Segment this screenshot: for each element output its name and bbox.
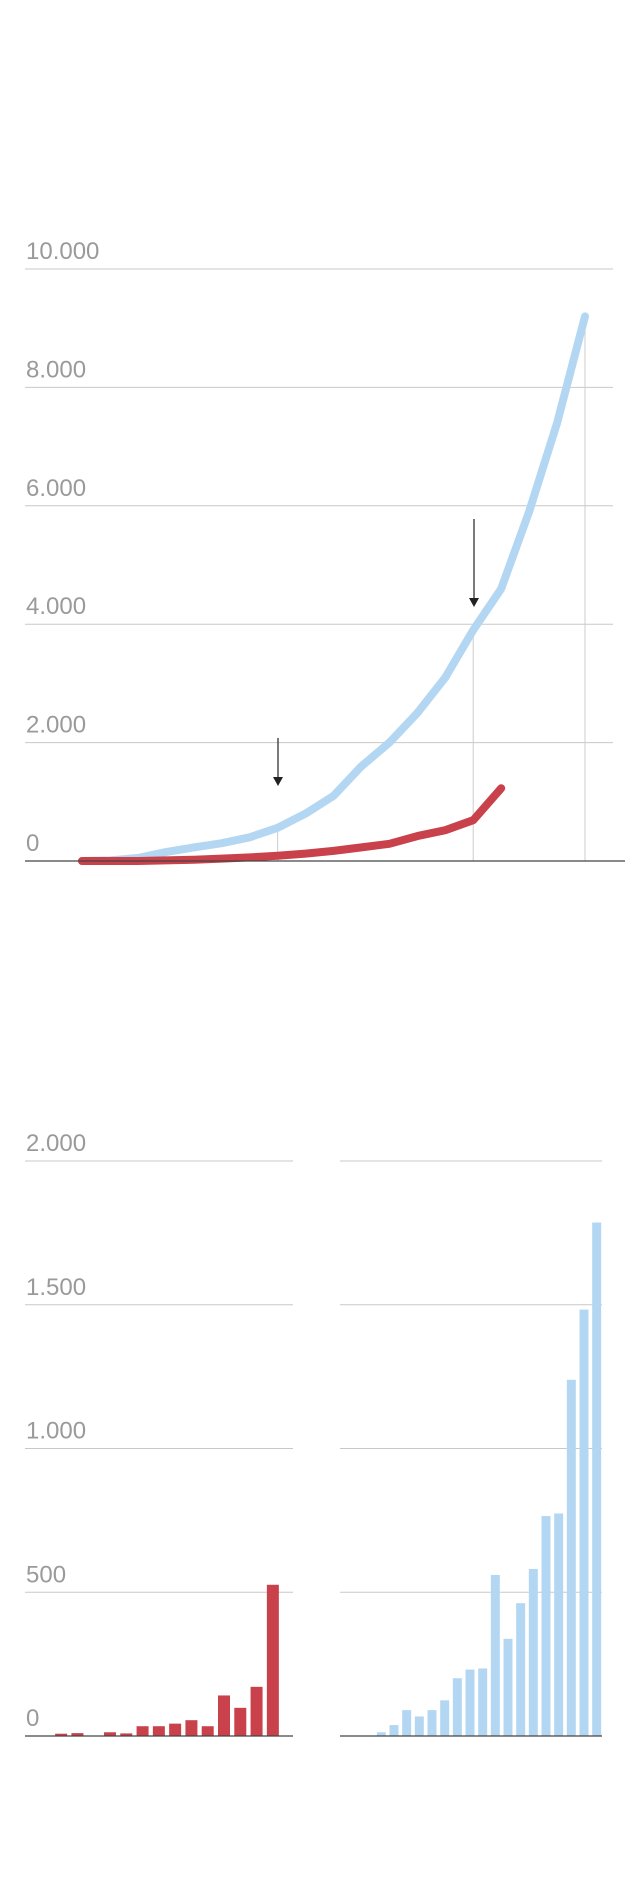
bar <box>554 1513 564 1736</box>
bar <box>402 1710 412 1736</box>
bar <box>452 1678 462 1736</box>
y-tick-label: 2.000 <box>26 1130 86 1157</box>
arrow-head <box>273 777 283 786</box>
y-tick-label: 6.000 <box>26 475 86 502</box>
bar <box>528 1568 538 1736</box>
bar <box>478 1668 488 1736</box>
y-tick-label: 8.000 <box>26 356 86 383</box>
arrow-head <box>469 598 479 607</box>
bar <box>120 1733 133 1736</box>
bar <box>266 1584 279 1736</box>
y-tick-label: 0 <box>26 830 39 857</box>
line-chart: 0 2.000 4.000 6.000 8.000 10.000 <box>25 238 625 865</box>
bar <box>218 1695 230 1736</box>
bar-chart-blue <box>340 1160 602 1737</box>
y-tick-label: 0 <box>26 1705 39 1732</box>
bar <box>427 1710 437 1736</box>
bar <box>440 1700 450 1736</box>
bar <box>55 1733 68 1736</box>
y-tick-label: 1.500 <box>26 1274 86 1301</box>
bar <box>566 1379 576 1736</box>
bar <box>152 1726 165 1736</box>
bar <box>592 1222 602 1736</box>
bar-chart-red: 0 500 1.000 1.500 2.000 <box>25 1130 293 1737</box>
bar <box>414 1716 424 1736</box>
bar <box>185 1720 198 1736</box>
bar <box>71 1733 84 1736</box>
bar <box>389 1725 399 1736</box>
bar <box>376 1732 386 1736</box>
bar <box>579 1309 589 1736</box>
bar <box>104 1732 116 1736</box>
bar <box>516 1603 526 1736</box>
bar <box>250 1686 263 1736</box>
bar <box>136 1726 149 1736</box>
y-tick-label: 2.000 <box>26 712 86 739</box>
bar <box>541 1516 551 1736</box>
y-tick-label: 500 <box>26 1561 66 1588</box>
bar <box>503 1638 513 1736</box>
bar <box>234 1707 247 1736</box>
bar <box>490 1575 500 1736</box>
line-series <box>78 312 589 865</box>
y-tick-label: 4.000 <box>26 593 86 620</box>
bar <box>465 1669 475 1736</box>
y-tick-label: 1.000 <box>26 1418 86 1445</box>
bar <box>201 1726 214 1736</box>
bar <box>169 1723 182 1736</box>
y-tick-label: 10.000 <box>26 238 99 265</box>
